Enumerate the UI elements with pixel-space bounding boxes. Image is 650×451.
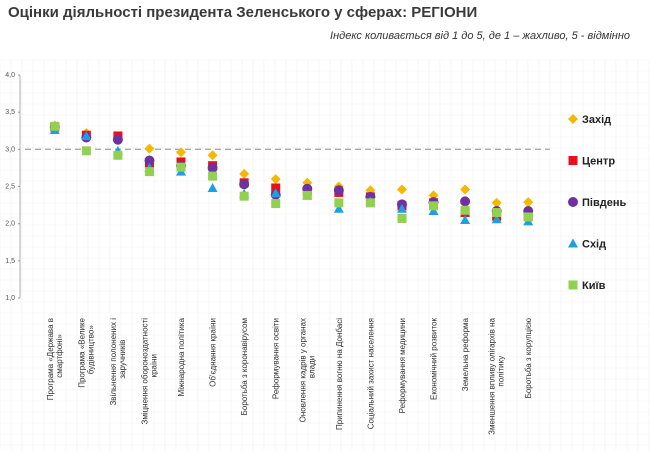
x-category-label: Економічний розвиток [430,318,439,400]
x-category-label: Боротьба з корупцією [524,318,533,398]
x-category-label: Оновлення кадрів у органахвлади [298,318,316,422]
legend-marker-Схід [568,238,578,248]
data-point-Схід [270,188,281,198]
legend-marker-Південь [568,197,578,207]
data-point-Захід [460,184,471,195]
data-point-Південь [239,179,250,190]
data-point-Захід [144,143,155,154]
data-point-Захід [176,147,187,158]
data-point-Схід [207,182,218,192]
data-point-Київ [50,121,60,131]
x-category-label: Об'єднання країни [209,318,218,387]
chart-title: Оцінки діяльності президента Зеленського… [8,4,478,21]
y-tick-label: 4,0 [5,72,15,79]
chart-subtitle: Індекс коливається від 1 до 5, де 1 – жа… [330,30,630,42]
data-point-Захід [491,197,502,208]
legend-label: Київ [582,280,606,292]
data-point-Південь [460,196,471,207]
data-point-Київ [208,171,218,181]
legend-marker-Київ [568,280,578,290]
data-point-Схід [491,214,502,224]
data-point-Київ [302,190,312,200]
data-point-Схід [396,203,407,213]
data-point-Схід [333,203,344,213]
x-category-label: Програма «Держава всмартфоні» [46,318,64,400]
y-tick-label: 2,0 [5,221,15,228]
data-point-Схід [81,130,92,140]
y-tick-label: 3,5 [5,109,15,116]
data-point-Схід [460,214,471,224]
data-point-Київ [334,198,344,208]
legend-label: Південь [582,197,626,209]
data-point-Південь [112,134,123,145]
x-category-label: Реформування освіти [272,318,281,399]
y-tick-label: 2,5 [5,184,15,191]
x-category-label: Реформування медицини [398,318,407,413]
x-category-label: Боротьба з коронавірусом [240,318,249,415]
x-category-label: Зменшення впливу олігархів наполітику [488,317,506,434]
data-point-Київ [81,146,91,156]
data-point-Південь [333,185,344,196]
data-point-Захід [396,184,407,195]
x-category-label: Земельна реформа [461,317,470,391]
data-point-Київ [113,150,123,160]
legend-marker-Центр [568,156,578,165]
x-category-label: Міжнародна політика [177,317,186,396]
data-point-Захід [270,174,281,185]
data-point-Центр [271,183,281,193]
data-point-Схід [428,206,439,216]
data-point-Південь [144,155,155,166]
data-point-Київ [239,191,249,201]
x-category-label: Програма «Великебудівництво» [77,317,95,387]
data-point-Київ [523,212,533,222]
data-point-Захід [239,168,250,179]
data-point-Київ [492,208,502,218]
data-point-Київ [429,201,439,211]
x-category-label: Соціальний захист населення [366,318,375,429]
legend-label: Захід [582,114,611,126]
x-category-label: Звільнення полонених ізаручників [109,318,127,406]
data-point-Київ [365,198,375,208]
y-tick-label: 1,0 [5,295,15,302]
data-point-Київ [397,213,407,223]
legend-marker-Захід [568,114,578,124]
data-point-Захід [207,150,218,161]
y-tick-label: 3,0 [5,146,15,153]
legend-label: Центр [582,156,615,168]
data-point-Захід [523,197,534,208]
data-point-Київ [460,205,470,215]
x-category-label: Зміцнення обороноздатностікраїни [140,318,158,425]
data-point-Київ [271,199,281,209]
legend-label: Схід [582,239,606,251]
data-point-Південь [207,162,218,173]
y-tick-label: 1,5 [5,258,15,265]
data-point-Київ [144,167,154,177]
data-point-Київ [176,162,186,172]
x-category-label: Припинення вогню на Донбасі [335,318,344,430]
